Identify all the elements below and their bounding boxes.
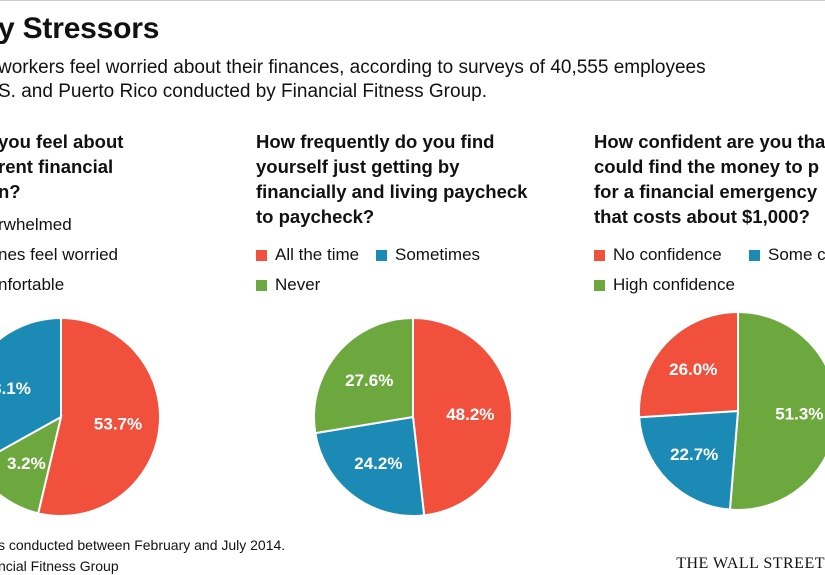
pie-slice [412,317,513,517]
panel3-legend-high-confidence: High confidence [594,275,735,295]
panel2-question-line: yourself just getting by [256,156,460,177]
legend-swatch-blue [749,249,760,261]
pie-slice [313,317,414,435]
panel3-question-line: How confident are you tha [594,131,825,152]
panel3-question-line: for a financial emergency [594,181,818,202]
pie-slice-label: 48.2% [446,405,494,424]
pie-slice [0,317,62,453]
pie-slice [638,311,739,419]
panel1-legend-worried: nes feel worried [0,245,118,265]
legend-label: nfortable [0,275,65,294]
pie-slice [314,415,426,517]
publisher-logo: THE WALL STREET [676,555,825,572]
pie-slice [728,311,825,511]
pie-slice-label: 51.3% [775,405,823,424]
legend-label: All the time [275,245,360,264]
pie-slice-label: 27.6% [345,371,393,390]
panel2-question-line: financially and living paycheck [256,181,528,202]
subtitle-line-2: S. and Puerto Rico conducted by Financia… [0,81,487,102]
pie-slice-label: 3.1% [0,379,31,398]
panel3-question-line: that costs about $1,000? [594,206,810,227]
pie-chart-paycheck-frequency: 48.2% 24.2% 27.6% [313,317,513,517]
panel1-question: you feel about rent financial n? [0,129,123,204]
pie-slice [36,317,161,517]
pie-chart-financial-feeling: 53.7% 3.2% 3.1% [0,317,161,517]
pie-slice-label: 22.7% [670,445,718,464]
legend-label: Never [275,275,321,294]
legend-label: Some co [768,245,825,264]
panel3-legend-some-confidence: Some co [749,245,825,265]
legend-label: rwhelmed [0,215,72,234]
pie-slice-label: 53.7% [94,415,142,434]
panel2-legend-all-the-time: All the time [256,245,359,265]
legend-swatch-green [594,279,605,291]
subtitle-line-1: workers feel worried about their finance… [0,57,706,78]
panel2-legend-never: Never [256,275,320,295]
panel3-legend-no-confidence: No confidence [594,245,722,265]
footnote: s conducted between February and July 20… [0,537,286,553]
pie-slice-label: 24.2% [354,454,402,473]
legend-label: Sometimes [395,245,481,264]
source-note: ncial Fitness Group [0,558,119,574]
panel1-question-line: n? [0,181,21,202]
legend-swatch-red [256,249,267,261]
pie-chart-emergency-confidence: 51.3% 22.7% 26.0% [638,311,825,511]
pie-slice [0,415,63,515]
top-rule [0,0,825,1]
legend-swatch-blue [376,249,387,261]
pie-slice [638,409,740,511]
legend-label: No confidence [613,245,722,264]
pie-slice-label: 3.2% [7,454,46,473]
panel2-legend-sometimes: Sometimes [376,245,480,265]
panel3-question: How confident are you tha could find the… [594,129,825,229]
panel2-question-line: to paycheck? [256,206,375,227]
chart-title: y Stressors [0,12,160,45]
legend-label: nes feel worried [0,245,119,264]
legend-label: High confidence [613,275,735,294]
legend-swatch-red [594,249,605,261]
panel2-question: How frequently do you find yourself just… [256,129,527,229]
pie-slice-label: 26.0% [669,360,717,379]
legend-swatch-green [256,279,267,291]
panel1-legend-overwhelmed: rwhelmed [0,215,72,235]
panel1-question-line: rent financial [0,156,114,177]
panel1-legend-comfortable: nfortable [0,275,64,295]
panel1-question-line: you feel about [0,131,124,152]
panel2-question-line: How frequently do you find [256,131,495,152]
panel3-question-line: could find the money to p [594,156,820,177]
